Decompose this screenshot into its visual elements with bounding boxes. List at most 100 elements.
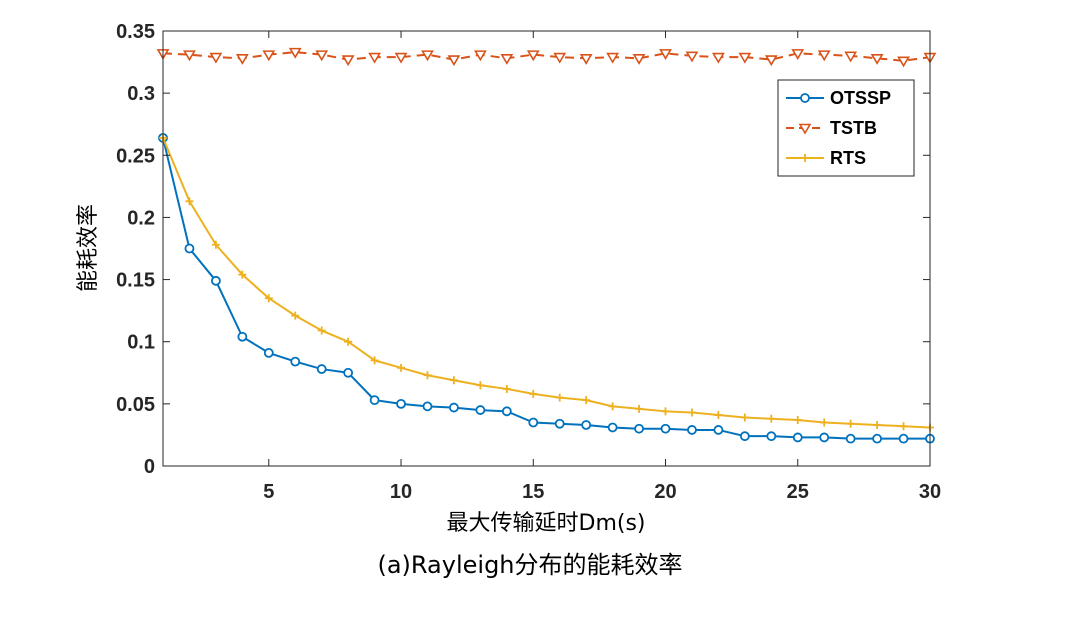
data-point-rts xyxy=(264,294,273,303)
series-layer xyxy=(156,47,937,444)
data-point-tstb xyxy=(526,50,540,62)
data-point-rts xyxy=(211,240,220,249)
data-point-otssp xyxy=(687,425,697,435)
series-line-tstb xyxy=(162,51,931,62)
data-point-rts xyxy=(317,326,326,335)
data-point-tstb xyxy=(685,51,699,63)
data-point-otssp xyxy=(501,406,512,417)
data-point-tstb xyxy=(606,52,620,64)
data-point-otssp xyxy=(184,243,195,254)
series-otssp xyxy=(158,132,935,444)
data-point-otssp xyxy=(792,432,803,443)
data-point-rts xyxy=(767,414,776,423)
y-axis-ticks: 0 0.05 0.1 0.15 0.2 0.25 0.3 0.35 xyxy=(116,21,930,478)
y-axis-label: 能耗效率 xyxy=(76,204,101,292)
y-tick-label: 0.3 xyxy=(127,83,155,105)
data-point-rts xyxy=(661,407,670,416)
data-point-tstb xyxy=(183,50,196,62)
data-point-tstb xyxy=(447,55,461,67)
data-point-tstb xyxy=(817,50,831,62)
x-tick-label: 30 xyxy=(919,481,941,503)
data-point-tstb xyxy=(288,47,302,59)
data-point-otssp xyxy=(554,418,565,429)
data-point-rts xyxy=(185,197,194,206)
data-point-otssp xyxy=(713,425,724,435)
legend-marker-rts xyxy=(801,154,809,162)
data-point-rts xyxy=(238,270,247,279)
data-point-rts xyxy=(423,371,432,380)
data-point-otssp xyxy=(422,401,433,412)
data-point-rts xyxy=(820,418,829,427)
x-tick-label: 5 xyxy=(263,481,274,503)
data-point-rts xyxy=(873,420,882,429)
data-point-otssp xyxy=(369,395,380,406)
data-point-tstb xyxy=(209,52,223,64)
data-point-tstb xyxy=(791,49,805,60)
data-point-otssp xyxy=(845,433,856,444)
data-point-otssp xyxy=(634,423,644,434)
data-point-otssp xyxy=(819,432,830,443)
data-point-rts xyxy=(608,402,617,411)
data-point-rts xyxy=(555,393,564,402)
data-point-rts xyxy=(344,337,353,346)
data-point-tstb xyxy=(262,50,276,62)
data-point-tstb xyxy=(500,54,514,65)
data-point-otssp xyxy=(263,347,274,358)
legend: OTSSP TSTB RTS xyxy=(777,79,915,177)
data-point-otssp xyxy=(475,405,486,415)
y-tick-label: 0.25 xyxy=(116,145,155,167)
data-point-rts xyxy=(582,396,591,405)
data-point-otssp xyxy=(343,367,354,378)
data-point-otssp xyxy=(290,356,301,367)
data-point-otssp xyxy=(316,364,327,374)
data-point-rts xyxy=(846,419,855,428)
data-point-tstb xyxy=(632,54,646,65)
figure-caption: (a)Rayleigh分布的能耗效率 xyxy=(377,551,682,579)
data-point-tstb xyxy=(579,54,593,65)
y-tick-label: 0 xyxy=(144,456,155,478)
x-tick-label: 15 xyxy=(522,481,544,503)
data-point-rts xyxy=(291,311,300,320)
data-point-tstb xyxy=(315,50,329,62)
data-point-rts xyxy=(476,381,485,390)
data-point-tstb xyxy=(844,51,858,63)
data-point-otssp xyxy=(396,398,406,409)
plot-frame xyxy=(162,30,931,467)
data-point-otssp xyxy=(898,433,909,444)
data-point-rts xyxy=(635,404,644,413)
data-point-tstb xyxy=(473,50,487,62)
data-point-tstb xyxy=(897,56,910,68)
data-point-rts xyxy=(714,411,723,420)
legend-label-otssp: OTSSP xyxy=(830,88,891,108)
x-tick-label: 25 xyxy=(787,481,809,503)
data-point-otssp xyxy=(766,431,777,442)
data-point-tstb xyxy=(394,52,408,64)
data-point-rts xyxy=(397,363,406,372)
data-point-tstb xyxy=(712,52,725,64)
data-point-otssp xyxy=(237,331,248,342)
data-point-otssp xyxy=(660,423,671,434)
y-tick-label: 0.15 xyxy=(116,270,155,292)
data-point-tstb xyxy=(553,52,567,64)
legend-label-tstb: TSTB xyxy=(830,118,877,138)
data-point-rts xyxy=(529,389,538,398)
data-point-tstb xyxy=(368,52,381,64)
legend-marker-tstb xyxy=(798,123,812,135)
data-point-otssp xyxy=(449,402,459,413)
y-tick-label: 0.05 xyxy=(116,394,155,416)
data-point-otssp xyxy=(210,275,221,286)
y-tick-label: 0.2 xyxy=(127,207,155,229)
data-point-tstb xyxy=(738,52,752,64)
data-point-otssp xyxy=(872,433,883,444)
data-point-tstb xyxy=(341,55,355,67)
data-point-otssp xyxy=(607,422,618,433)
x-axis-label: 最大传输延时Dm(s) xyxy=(447,511,646,536)
data-point-rts xyxy=(740,413,749,422)
data-point-rts xyxy=(793,416,802,425)
data-point-rts xyxy=(899,422,908,431)
data-point-otssp xyxy=(528,417,539,428)
y-tick-label: 0.35 xyxy=(116,21,155,43)
x-tick-label: 10 xyxy=(390,481,412,503)
data-point-otssp xyxy=(581,420,592,430)
data-point-otssp xyxy=(739,431,750,442)
